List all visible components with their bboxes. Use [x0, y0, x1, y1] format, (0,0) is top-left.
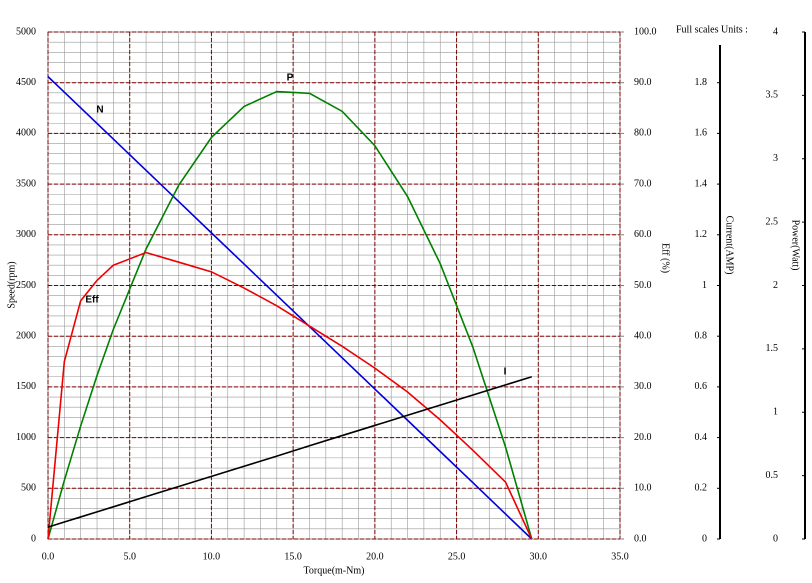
y4-tick-label: 2.5: [766, 216, 779, 227]
y4-tick-label: 1.5: [766, 343, 779, 354]
series-label: Eff: [85, 295, 99, 306]
y3-axis-title: Current(AMP): [724, 216, 735, 275]
y2-tick-label: 70.0: [634, 178, 652, 189]
y3-tick-label: 0.6: [695, 381, 708, 392]
series-line: [47, 76, 533, 540]
y2-tick-label: 50.0: [634, 280, 652, 291]
y3-tick-label: 1.4: [695, 178, 708, 189]
x-tick-label: 15.0: [284, 551, 302, 562]
series-label: N: [96, 105, 103, 116]
y2-tick-label: 100.0: [634, 26, 657, 37]
y4-tick-label: 4: [773, 26, 778, 37]
x-tick-label: 10.0: [203, 551, 221, 562]
y-tick-label: 5000: [16, 26, 36, 37]
y3-tick-label: 0: [702, 533, 707, 544]
x-tick-label: 25.0: [448, 551, 466, 562]
y4-tick-label: 1: [773, 407, 778, 418]
y-tick-label: 2500: [16, 280, 36, 291]
y3-tick-label: 1.8: [695, 77, 708, 88]
y-tick-label: 3500: [16, 178, 36, 189]
y4-tick-label: 3: [773, 153, 778, 164]
y-tick-label: 0: [31, 533, 36, 544]
y4-tick-label: 2: [773, 280, 778, 291]
y2-tick-label: 40.0: [634, 330, 652, 341]
y2-tick-label: 90.0: [634, 77, 652, 88]
x-axis-title: Torque(m-Nm): [304, 565, 365, 576]
y2-tick-label: 30.0: [634, 381, 652, 392]
x-tick-label: 30.0: [530, 551, 548, 562]
y3-tick-label: 0.2: [695, 483, 708, 494]
y3-tick-label: 0.8: [695, 330, 708, 341]
y2-tick-label: 80.0: [634, 128, 652, 139]
x-tick-label: 5.0: [123, 551, 136, 562]
y2-tick-label: 0.0: [634, 533, 647, 544]
y3-tick-label: 1: [702, 280, 707, 291]
y2-axis-title: Eff (%): [660, 243, 671, 273]
series-label: P: [287, 73, 294, 84]
y4-tick-label: 0.5: [766, 470, 779, 481]
y4-axis-title: Power(Watt): [790, 220, 801, 271]
y-tick-label: 1000: [16, 432, 36, 443]
series-line: [47, 90, 533, 540]
y2-tick-label: 10.0: [634, 483, 652, 494]
y4-tick-label: 0: [773, 533, 778, 544]
x-tick-label: 35.0: [611, 551, 629, 562]
series-line: [47, 251, 533, 540]
y3-tick-label: 0.4: [695, 432, 708, 443]
y2-tick-label: 20.0: [634, 432, 652, 443]
series-label: I: [504, 367, 507, 378]
y-tick-label: 3000: [16, 229, 36, 240]
y4-tick-label: 3.5: [766, 90, 779, 101]
y-tick-label: 1500: [16, 381, 36, 392]
units-note: Full scales Units :: [676, 24, 748, 35]
x-tick-label: 0.0: [42, 551, 55, 562]
y-tick-label: 2000: [16, 330, 36, 341]
x-tick-label: 20.0: [366, 551, 384, 562]
y-tick-label: 500: [21, 483, 36, 494]
y2-tick-label: 60.0: [634, 229, 652, 240]
series-line: [47, 375, 532, 528]
y-axis-title: Speed(rpm): [6, 261, 17, 308]
y-tick-label: 4000: [16, 128, 36, 139]
y-tick-label: 4500: [16, 77, 36, 88]
y3-tick-label: 1.2: [695, 229, 708, 240]
y3-tick-label: 1.6: [695, 128, 708, 139]
